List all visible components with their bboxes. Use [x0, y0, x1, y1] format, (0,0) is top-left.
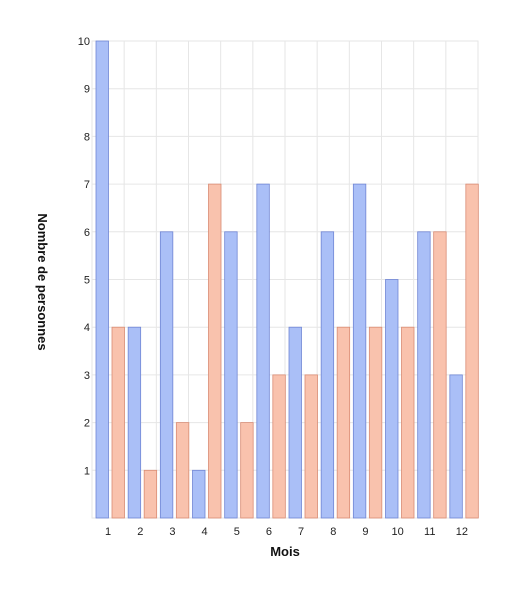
y-tick-label: 5	[84, 275, 90, 287]
bar-series2-month-5	[240, 422, 254, 519]
y-tick-labels: 1 2 3 4 5 6 7 8 9 10	[78, 36, 90, 477]
bar-series1-month-6	[256, 183, 270, 519]
bar-series2-month-1	[111, 326, 125, 519]
x-tick-label: 9	[362, 526, 368, 538]
y-tick-label: 3	[84, 370, 90, 382]
bar-series2-month-9	[368, 326, 383, 519]
bar-series1-month-4	[192, 469, 206, 519]
y-tick-label: 1	[84, 465, 90, 477]
bar-series2-month-11	[433, 231, 447, 519]
x-tick-label: 8	[330, 526, 336, 538]
bar-series2-month-7	[304, 374, 318, 519]
x-tick-label: 2	[137, 526, 143, 538]
x-tick-label: 4	[202, 526, 208, 538]
bar-series1-month-3	[159, 231, 174, 519]
bar-series1-month-9	[352, 183, 367, 519]
y-tick-label: 9	[84, 84, 90, 96]
bar-series2-month-12	[465, 183, 479, 519]
x-tick-label: 5	[234, 526, 240, 538]
y-axis-title: Nombre de personnes	[35, 213, 50, 350]
y-tick-label: 4	[84, 322, 90, 334]
bar-series1-month-7	[288, 326, 302, 519]
bar-series2-month-2	[143, 469, 158, 519]
bar-series1-month-11	[417, 231, 431, 519]
x-tick-label: 3	[169, 526, 175, 538]
x-tick-label: 1	[105, 526, 111, 538]
x-tick-label: 11	[424, 526, 435, 538]
x-axis-title: Mois	[270, 544, 300, 559]
bar-series1-month-5	[224, 231, 238, 519]
bar-series2-month-8	[336, 326, 351, 519]
bar-series2-month-4	[208, 183, 222, 519]
y-tick-label: 6	[84, 227, 90, 239]
y-tick-label: 2	[84, 418, 90, 430]
bar-series2-month-10	[401, 326, 415, 519]
x-tick-label: 7	[298, 526, 304, 538]
x-tick-label: 10	[391, 526, 403, 538]
x-tick-label: 6	[266, 526, 272, 538]
y-tick-label: 10	[78, 36, 90, 48]
bars	[95, 40, 479, 519]
x-tick-labels: 1 2 3 4 5 6 7 8 9 10 11 12	[105, 526, 468, 538]
y-tick-label: 7	[84, 179, 90, 191]
bar-series1-month-12	[449, 374, 463, 519]
y-tick-label: 8	[84, 131, 90, 143]
bar-series2-month-3	[175, 422, 190, 519]
bar-series1-month-10	[385, 279, 399, 519]
bar-series1-month-2	[127, 326, 142, 519]
bar-series2-month-6	[272, 374, 286, 519]
bar-series1-month-8	[320, 231, 335, 519]
x-tick-label: 12	[456, 526, 468, 538]
bar-series1-month-1	[95, 40, 109, 519]
